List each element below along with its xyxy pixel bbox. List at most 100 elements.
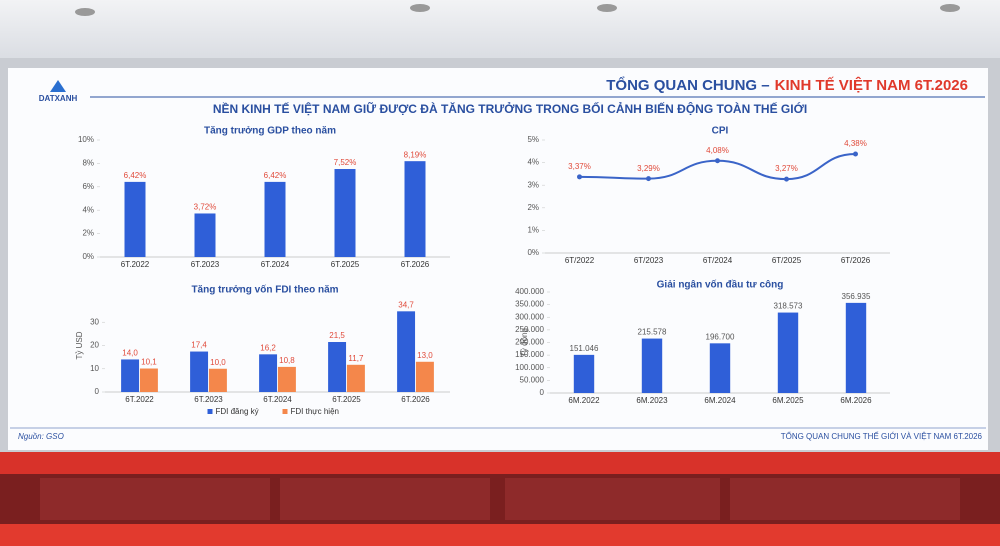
source: Nguồn: GSO (18, 432, 64, 441)
data-label: 3,72% (194, 203, 217, 212)
slide-subtitle: NỀN KINH TẾ VIỆT NAM GIỮ ĐƯỢC ĐÀ TĂNG TR… (213, 101, 807, 116)
ceiling (0, 0, 1000, 62)
data-label: 151.046 (570, 344, 599, 353)
x-tick-label: 6T.2025 (331, 260, 360, 269)
data-label: 10,8 (279, 356, 295, 365)
data-label: 4,08% (706, 146, 729, 155)
slide-title-part: KINH TẾ VIỆT NAM 6T.2026 (775, 76, 968, 94)
bar (190, 351, 209, 392)
data-label: 34,7 (398, 300, 414, 309)
point (577, 174, 582, 180)
ceiling-light (940, 4, 960, 12)
stage-front (0, 452, 1000, 474)
data-label: 16,2 (260, 343, 276, 352)
data-label: 17,4 (191, 341, 207, 350)
data-label: 196.700 (706, 332, 735, 341)
data-label: 8,19% (404, 150, 427, 159)
x-tick-label: 6T.2024 (263, 395, 292, 404)
charts: Tăng trưởng GDP theo năm 0% 2% 4% 6% 8% 10% 6T.… (75, 126, 890, 416)
x-tick-label: 6M.2025 (772, 396, 804, 405)
y-tick-label: 2% (527, 203, 539, 212)
bar (845, 302, 867, 393)
bar (404, 161, 426, 257)
x-tick-label: 6M.2023 (636, 396, 668, 405)
y-tick-label: 10% (78, 135, 94, 144)
y-tick-label: 200.000 (515, 338, 544, 347)
y-tick-label: 3% (527, 180, 539, 189)
x-tick-label: 6T.2023 (191, 260, 220, 269)
x-tick-label: 6M.2022 (568, 396, 600, 405)
data-label: 3,27% (775, 164, 798, 173)
bar (415, 361, 434, 392)
data-label: 318.573 (774, 302, 803, 311)
chart-title: Tăng trưởng vốn FDI theo năm (191, 284, 338, 296)
stage-panel (730, 478, 960, 520)
y-tick-label: 4% (527, 158, 539, 167)
y-tick-label: 8% (82, 159, 94, 168)
x-tick-label: 6T.2024 (261, 260, 290, 269)
ceiling-light (597, 4, 617, 12)
bar (346, 364, 365, 392)
x-tick-label: 6T.2022 (121, 260, 150, 269)
y-tick-label: 350.000 (515, 300, 544, 309)
data-label: 3,37% (568, 162, 591, 171)
data-label: 215.578 (638, 328, 667, 337)
ceiling-light (75, 8, 95, 16)
screen (8, 68, 988, 450)
data-label: 4,38% (844, 139, 867, 148)
bar (194, 213, 216, 257)
bar (573, 354, 595, 393)
bar (121, 359, 140, 392)
y-tick-label: 6% (82, 182, 94, 191)
chart-title: CPI (712, 126, 729, 137)
stage-panel (280, 478, 490, 520)
bar (277, 366, 296, 392)
legend-swatch (207, 409, 213, 414)
point (853, 151, 858, 157)
slide-title: TỔNG QUAN CHUNG – KINH TẾ VIỆT NAM 6T.202… (606, 76, 968, 94)
bar (264, 181, 286, 257)
data-label: 6,42% (124, 171, 147, 180)
y-tick-label: 400.000 (515, 287, 544, 296)
x-tick-label: 6T/2022 (565, 256, 595, 265)
bar (641, 338, 663, 393)
x-tick-label: 6T.2025 (332, 395, 361, 404)
footer: TỔNG QUAN CHUNG THẾ GIỚI VÀ VIỆT NAM 6T.… (781, 431, 983, 441)
bar (397, 311, 416, 392)
ceiling-light (410, 4, 430, 12)
stage-panel (505, 478, 720, 520)
y-tick-label: 50.000 (520, 375, 545, 384)
y-tick-label: 300.000 (515, 312, 544, 321)
y-tick-label: 0% (527, 248, 539, 257)
x-tick-label: 6T.2022 (125, 395, 154, 404)
bar (259, 354, 278, 392)
y-tick-label: 250.000 (515, 325, 544, 334)
x-tick-label: 6T.2026 (401, 260, 430, 269)
chart-title: Giải ngân vốn đầu tư công (657, 279, 784, 291)
y-axis-label: Tỷ USD (75, 331, 84, 359)
point (646, 176, 651, 182)
x-tick-label: 6T.2026 (401, 395, 430, 404)
bar (208, 368, 227, 392)
data-label: 10,0 (210, 358, 226, 367)
y-tick-label: 30 (90, 317, 99, 326)
y-tick-label: 4% (82, 205, 94, 214)
x-tick-label: 6M.2024 (704, 396, 736, 405)
x-tick-label: 6T/2024 (703, 256, 733, 265)
bar (328, 342, 347, 392)
stage-skirt (0, 524, 1000, 546)
logo-icon (50, 80, 66, 92)
logo-text: DATXANH (39, 94, 78, 103)
x-tick-label: 6T.2023 (194, 395, 223, 404)
bar (777, 312, 799, 393)
bar (334, 169, 356, 257)
data-label: 11,7 (348, 354, 364, 363)
y-tick-label: 100.000 (515, 363, 544, 372)
x-tick-label: 6T/2025 (772, 256, 802, 265)
stage-panel (40, 478, 270, 520)
data-label: 3,29% (637, 164, 660, 173)
y-tick-label: 20 (90, 341, 99, 350)
y-tick-label: 1% (527, 226, 539, 235)
y-tick-label: 10 (90, 364, 99, 373)
